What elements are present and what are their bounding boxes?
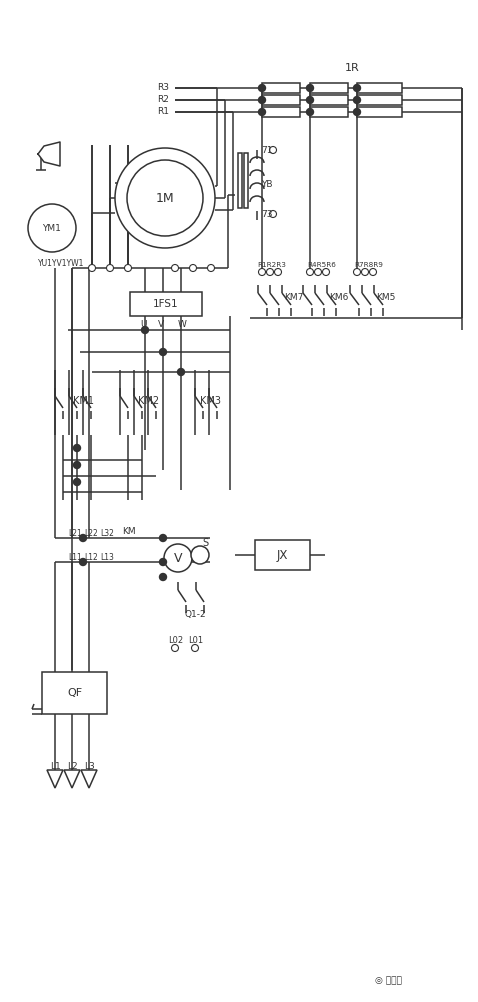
Circle shape bbox=[172, 644, 178, 651]
Bar bbox=[357, 83, 402, 93]
Text: R1R2R3: R1R2R3 bbox=[257, 262, 286, 268]
Circle shape bbox=[207, 265, 215, 272]
Circle shape bbox=[74, 445, 80, 452]
Bar bbox=[42, 672, 107, 714]
Text: JX: JX bbox=[277, 548, 288, 561]
Text: L21: L21 bbox=[68, 529, 82, 538]
Circle shape bbox=[74, 462, 80, 469]
Bar bbox=[238, 153, 242, 208]
Text: R3: R3 bbox=[157, 82, 169, 91]
Text: 73: 73 bbox=[261, 210, 272, 219]
Circle shape bbox=[115, 148, 215, 248]
Text: R2: R2 bbox=[157, 94, 169, 103]
Text: YB: YB bbox=[261, 180, 272, 189]
Text: ◎ 塔吊迷: ◎ 塔吊迷 bbox=[375, 976, 402, 985]
Circle shape bbox=[354, 269, 360, 276]
Circle shape bbox=[270, 210, 276, 217]
Text: V: V bbox=[174, 551, 182, 564]
Circle shape bbox=[160, 349, 166, 356]
Circle shape bbox=[267, 269, 273, 276]
Bar bbox=[357, 107, 402, 117]
Text: Q1-2: Q1-2 bbox=[185, 610, 206, 619]
Text: KM3: KM3 bbox=[200, 396, 221, 406]
Circle shape bbox=[259, 84, 265, 91]
Circle shape bbox=[164, 544, 192, 572]
Circle shape bbox=[259, 269, 265, 276]
Circle shape bbox=[79, 534, 87, 541]
Circle shape bbox=[88, 265, 96, 272]
Text: L11: L11 bbox=[68, 553, 82, 562]
Circle shape bbox=[354, 108, 360, 115]
Bar bbox=[244, 153, 248, 208]
Text: R4R5R6: R4R5R6 bbox=[307, 262, 336, 268]
Bar bbox=[130, 292, 202, 316]
Bar bbox=[255, 540, 310, 570]
Text: KM: KM bbox=[122, 527, 136, 536]
Circle shape bbox=[141, 327, 149, 334]
Circle shape bbox=[177, 369, 185, 376]
Circle shape bbox=[160, 534, 166, 541]
Circle shape bbox=[74, 479, 80, 486]
Circle shape bbox=[192, 644, 198, 651]
Text: KM5: KM5 bbox=[376, 293, 395, 302]
Circle shape bbox=[361, 269, 369, 276]
Circle shape bbox=[160, 573, 166, 580]
Text: KM2: KM2 bbox=[138, 396, 159, 406]
Circle shape bbox=[107, 265, 113, 272]
Bar bbox=[262, 95, 300, 105]
Text: L2: L2 bbox=[67, 762, 77, 771]
Text: 1M: 1M bbox=[156, 191, 174, 204]
Circle shape bbox=[124, 265, 131, 272]
Text: V: V bbox=[158, 320, 164, 329]
Text: L01: L01 bbox=[188, 636, 203, 645]
Circle shape bbox=[354, 96, 360, 103]
Circle shape bbox=[160, 558, 166, 565]
Circle shape bbox=[323, 269, 329, 276]
Circle shape bbox=[315, 269, 322, 276]
Circle shape bbox=[306, 269, 314, 276]
Text: S: S bbox=[202, 538, 208, 548]
Bar bbox=[357, 95, 402, 105]
Text: KM1: KM1 bbox=[73, 396, 94, 406]
Bar bbox=[262, 83, 300, 93]
Text: L02: L02 bbox=[168, 636, 183, 645]
Circle shape bbox=[127, 160, 203, 236]
Text: W: W bbox=[178, 320, 187, 329]
Circle shape bbox=[274, 269, 282, 276]
Text: KM7: KM7 bbox=[284, 293, 304, 302]
Text: YU1YV1YW1: YU1YV1YW1 bbox=[38, 259, 85, 268]
Text: KM6: KM6 bbox=[329, 293, 348, 302]
Text: L1: L1 bbox=[50, 762, 61, 771]
Circle shape bbox=[270, 146, 276, 153]
Bar bbox=[310, 83, 348, 93]
Text: L12: L12 bbox=[84, 553, 98, 562]
Circle shape bbox=[172, 265, 178, 272]
Text: L32: L32 bbox=[100, 529, 114, 538]
Bar bbox=[310, 107, 348, 117]
Bar bbox=[310, 95, 348, 105]
Circle shape bbox=[306, 96, 314, 103]
Circle shape bbox=[259, 108, 265, 115]
Text: U: U bbox=[140, 320, 146, 329]
Text: 1FS1: 1FS1 bbox=[153, 299, 179, 309]
Text: R1: R1 bbox=[157, 106, 169, 115]
Circle shape bbox=[369, 269, 377, 276]
Circle shape bbox=[189, 265, 196, 272]
Text: YM1: YM1 bbox=[43, 223, 62, 232]
Circle shape bbox=[28, 204, 76, 252]
Text: 1R: 1R bbox=[345, 63, 359, 73]
Text: L22: L22 bbox=[84, 529, 98, 538]
Text: 71: 71 bbox=[261, 146, 272, 155]
Text: L13: L13 bbox=[100, 553, 114, 562]
Circle shape bbox=[191, 546, 209, 564]
Circle shape bbox=[79, 558, 87, 565]
Text: QF: QF bbox=[67, 688, 82, 698]
Circle shape bbox=[306, 84, 314, 91]
Circle shape bbox=[259, 96, 265, 103]
Circle shape bbox=[354, 84, 360, 91]
Text: L3: L3 bbox=[84, 762, 95, 771]
Bar bbox=[262, 107, 300, 117]
Circle shape bbox=[306, 108, 314, 115]
Text: R7R8R9: R7R8R9 bbox=[354, 262, 383, 268]
